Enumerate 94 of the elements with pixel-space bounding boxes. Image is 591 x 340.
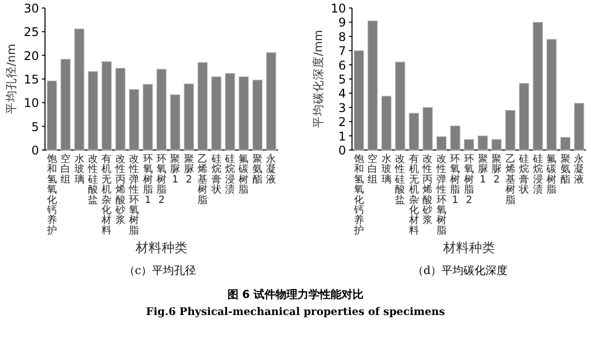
bar	[436, 136, 447, 150]
x-tick-label: 有机无机杂化材料	[408, 153, 419, 236]
bar	[115, 68, 126, 150]
bar	[450, 126, 460, 150]
text: （d）平均碳化深度	[412, 264, 508, 277]
bar	[102, 61, 112, 150]
x-tick-label: 水玻璃	[74, 153, 84, 186]
x-tick-label: 改性弹性环氧树脂	[435, 154, 446, 236]
bar	[211, 76, 222, 150]
x-tick-label: 氟碳树脂	[546, 154, 557, 196]
x-axis-title: 材料种类	[442, 241, 495, 256]
x-tick-label: 空白组	[60, 153, 71, 186]
bar	[74, 28, 84, 150]
x-tick-label: 空白组	[368, 153, 378, 186]
x-tick-label: 环氧树脂2	[156, 154, 166, 206]
y-tick-label: 30	[24, 2, 39, 16]
x-tick-label: 氟碳树脂	[238, 154, 249, 196]
x-tick-label: 改性硅酸盐	[86, 154, 98, 206]
bar	[266, 52, 276, 150]
bar	[574, 102, 584, 150]
bar	[478, 136, 488, 150]
bar	[518, 82, 530, 150]
x-tick-label: 聚氨酯	[560, 153, 570, 186]
x-tick-label: 有机无机杂化材料	[100, 153, 112, 236]
x-tick-label: 聚氨酯	[252, 153, 262, 186]
x-tick-label: 乙烯基树脂	[198, 154, 208, 206]
x-tick-label: 环氧树脂2	[464, 154, 474, 206]
x-tick-label: 硅烷浸渍	[532, 153, 543, 196]
x-tick-label: 聚脲1	[170, 153, 180, 186]
x-tick-label: 永凝液	[266, 153, 276, 186]
x-tick-label: 饱和氢氧化钙养护	[352, 153, 364, 236]
bar	[252, 80, 263, 150]
x-tick-label: 改性弹性环氧树脂	[128, 154, 140, 236]
bar	[142, 84, 153, 150]
x-tick-label: 硅烷浸渍	[224, 153, 236, 196]
y-tick-label: 25	[24, 25, 39, 40]
bar	[395, 62, 406, 150]
x-tick-label: 水玻璃	[381, 153, 392, 186]
y-tick-label: 0	[31, 144, 39, 158]
x-tick-label: 饱和氢氧化钙养护	[46, 153, 57, 236]
y-tick-label: 7	[338, 44, 346, 58]
y-tick-label: 15	[24, 72, 39, 86]
bar	[88, 71, 98, 150]
y-tick-label: 0	[338, 144, 346, 158]
x-tick-label: 聚脲1	[478, 153, 488, 186]
x-tick-label: 乙烯基树脂	[505, 154, 516, 206]
y-tick-label: 20	[24, 48, 39, 63]
x-tick-label: 硅烷膏状	[210, 153, 222, 196]
x-tick-label: 永凝液	[574, 153, 584, 186]
x-tick-label: 环氧树脂1	[450, 154, 460, 206]
x-axis-title: 材料种类	[134, 241, 188, 256]
y-axis-title: 平均孔径/nm	[4, 44, 18, 114]
bar	[546, 38, 557, 150]
bar	[491, 139, 502, 150]
x-tick-label: 聚脲2	[492, 153, 502, 186]
x-tick-label: 环氧树脂1	[142, 154, 153, 206]
bar	[408, 112, 420, 150]
caption: 图 6 试件物理力学性能对比	[227, 288, 364, 301]
bar	[368, 20, 378, 150]
bar	[560, 136, 570, 150]
y-tick-label: 5	[338, 72, 346, 86]
y-tick-label: 8	[338, 30, 346, 44]
bar	[60, 58, 71, 150]
bar	[224, 73, 236, 150]
bar	[422, 107, 433, 150]
bar	[156, 68, 167, 150]
bar	[128, 89, 140, 150]
bar	[532, 22, 543, 150]
y-tick-label: 2	[338, 115, 346, 130]
x-tick-label: 改性丙烯酸砂浆	[114, 154, 126, 226]
y-tick-label: 3	[338, 100, 346, 115]
bar	[198, 62, 208, 150]
y-tick-label: 1	[338, 129, 346, 144]
y-tick-label: 9	[338, 16, 346, 30]
bar	[464, 139, 474, 150]
y-axis-title: 平均碳化深度/mm	[311, 30, 325, 128]
caption: Fig.6 Physical-mechanical properties of specimens	[146, 306, 446, 318]
bar	[381, 96, 392, 150]
y-tick-label: 6	[338, 58, 346, 72]
x-tick-label: 改性硅酸盐	[394, 154, 406, 206]
y-tick-label: 10	[24, 96, 39, 110]
x-tick-label: 改性丙烯酸砂浆	[422, 154, 433, 226]
text: （c）平均孔径	[124, 264, 196, 277]
bar	[238, 76, 249, 150]
x-tick-label: 硅烷膏状	[518, 153, 530, 196]
bar	[354, 50, 364, 150]
bar	[170, 94, 180, 150]
y-tick-label: 4	[338, 86, 346, 101]
y-tick-label: 10	[330, 2, 346, 16]
bar	[46, 80, 57, 150]
bar	[505, 110, 516, 150]
y-tick-label: 5	[31, 120, 39, 134]
bar	[184, 83, 194, 150]
x-tick-label: 聚脲2	[184, 153, 194, 186]
